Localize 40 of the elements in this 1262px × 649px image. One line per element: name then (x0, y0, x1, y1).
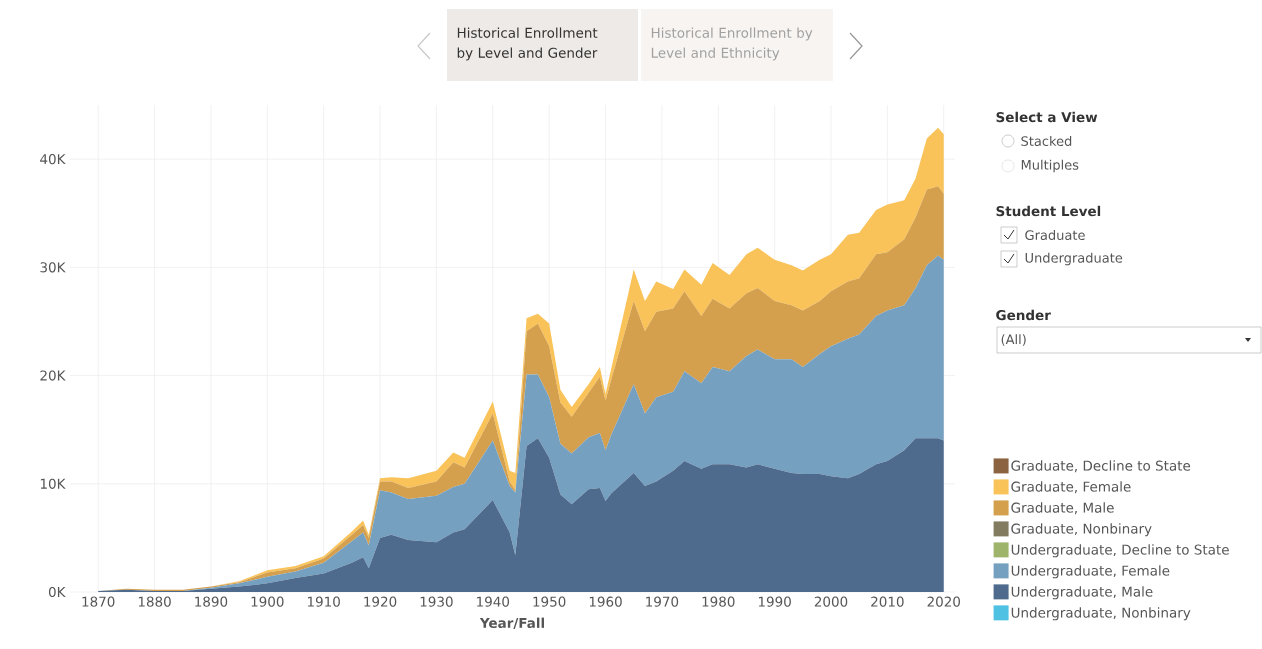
chart-title: Historical Enrollment by Level and Gender (457, 27, 598, 61)
x-tick-label: 1890 (195, 596, 228, 607)
x-tick-label: 1960 (589, 596, 622, 607)
legend-label: Graduate, Female (1011, 481, 1131, 494)
x-tick-label: 1910 (307, 596, 340, 607)
x-tick-label: 1880 (138, 596, 171, 607)
x-tick-label: 1920 (364, 596, 397, 607)
y-tick-label: 0K (48, 586, 66, 598)
x-tick-label: 1930 (420, 596, 453, 607)
legend-label: Graduate, Decline to State (1011, 460, 1191, 473)
legend-label: Undergraduate, Male (1011, 586, 1153, 600)
text: (All) (1001, 334, 1026, 346)
text: Student Level (996, 205, 1101, 217)
x-axis-title: Year/Fall (479, 617, 544, 630)
x-tick-label: 2010 (871, 596, 904, 607)
text: Stacked (1021, 135, 1072, 147)
legend-label: Undergraduate, Decline to State (1011, 544, 1229, 558)
text: Historical Enrollment by Level and Ethnicity (651, 27, 813, 61)
x-tick-label: 1950 (533, 596, 566, 607)
legend-label: Graduate, Male (1011, 502, 1114, 515)
x-tick-label: 1970 (646, 596, 679, 607)
text: Gender (996, 309, 1051, 321)
x-tick-label: 1990 (758, 596, 791, 607)
text: Select a View (996, 111, 1098, 123)
y-tick-label: 40K (40, 154, 66, 165)
x-tick-label: 1940 (477, 596, 510, 607)
legend-label: Undergraduate, Nonbinary (1011, 607, 1191, 621)
legend-label: Graduate, Nonbinary (1011, 523, 1152, 537)
y-tick-label: 30K (40, 262, 66, 273)
text: Multiples (1021, 159, 1079, 173)
x-tick-label: 2000 (814, 596, 848, 607)
legend-label: Undergraduate, Female (1011, 565, 1170, 579)
y-tick-label: 20K (40, 370, 66, 381)
text: Graduate (1025, 229, 1085, 241)
x-tick-label: 1980 (702, 596, 735, 607)
x-tick-label: 1870 (82, 596, 115, 607)
x-tick-label: 1900 (251, 596, 284, 607)
x-tick-label: 2020 (927, 596, 960, 607)
text: Undergraduate (1025, 252, 1123, 266)
y-tick-label: 10K (40, 478, 66, 489)
